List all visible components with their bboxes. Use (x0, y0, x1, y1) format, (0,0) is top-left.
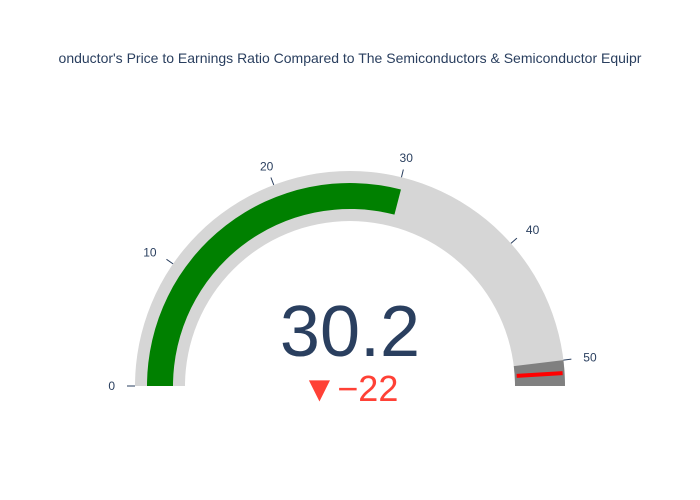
gauge-tick-label: 0 (108, 379, 115, 393)
chart-title: onductor's Price to Earnings Ratio Compa… (0, 0, 700, 66)
gauge-needle (517, 373, 563, 376)
gauge-value: 30.2 (280, 292, 420, 372)
gauge-tick-label: 20 (260, 159, 274, 173)
gauge-tick (563, 359, 571, 360)
gauge-tick (166, 259, 173, 264)
gauge-tick-label: 30 (400, 151, 414, 165)
gauge-delta: ▼−22 (302, 368, 399, 409)
gauge-tick-label: 10 (143, 246, 157, 260)
gauge-tick-label: 50 (583, 351, 597, 365)
gauge-chart: 0 10 20 30 40 50 30.2▼−22 (0, 66, 700, 466)
gauge-tick-label: 40 (526, 223, 540, 237)
gauge-tick (511, 238, 517, 243)
gauge-tick (401, 169, 403, 177)
gauge-tick (271, 177, 274, 184)
